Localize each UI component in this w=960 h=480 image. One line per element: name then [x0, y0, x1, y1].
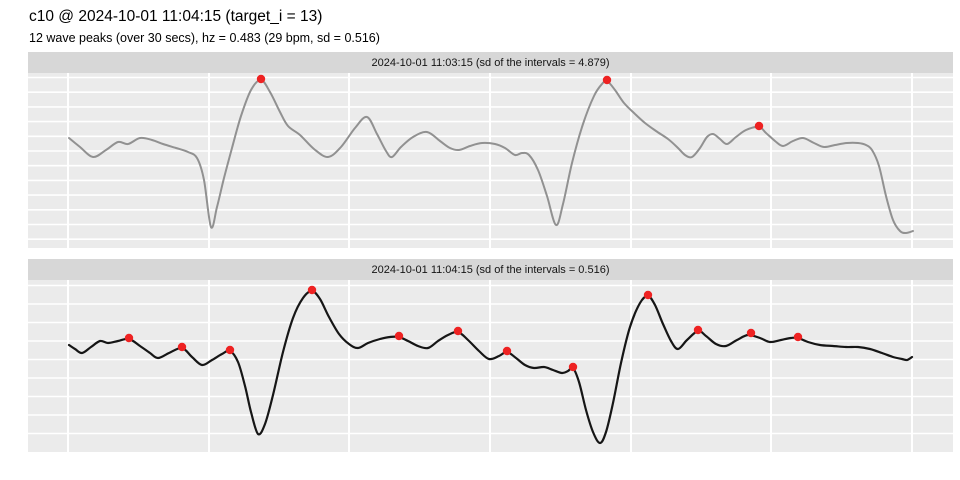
peak-marker [502, 346, 512, 356]
facet-strip-top: 2024-10-01 11:03:15 (sd of the intervals… [28, 52, 953, 73]
peak-marker [225, 345, 235, 355]
peak-marker [746, 328, 756, 338]
peak-marker [693, 325, 703, 335]
facet-strip-bottom: 2024-10-01 11:04:15 (sd of the intervals… [28, 259, 953, 280]
facet-strip-top-label: 2024-10-01 11:03:15 (sd of the intervals… [371, 56, 610, 69]
peak-marker [602, 75, 612, 85]
facet-strip-bottom-label: 2024-10-01 11:04:15 (sd of the intervals… [371, 263, 610, 276]
series-line [67, 289, 914, 445]
peak-marker [793, 332, 803, 342]
peak-marker [124, 333, 134, 343]
peak-marker [256, 74, 266, 84]
peak-marker [643, 290, 653, 300]
figure-subtitle: 12 wave peaks (over 30 secs), hz = 0.483… [29, 31, 380, 45]
peak-marker [453, 326, 463, 336]
peak-marker [177, 342, 187, 352]
peak-marker [394, 331, 404, 341]
figure-title: c10 @ 2024-10-01 11:04:15 (target_i = 13… [29, 8, 323, 25]
peak-marker [568, 362, 578, 372]
peak-marker [754, 121, 764, 131]
series-line [68, 79, 914, 235]
peak-marker [307, 285, 317, 295]
